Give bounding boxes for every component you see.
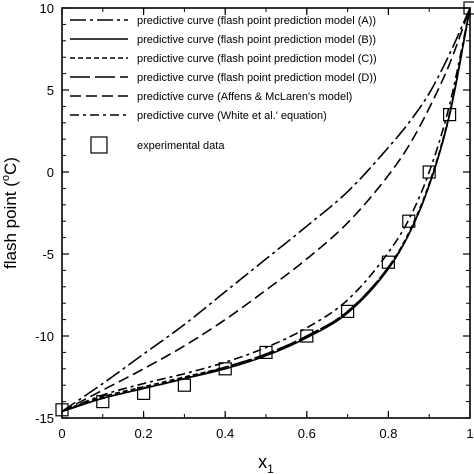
experimental-point [137,386,151,400]
legend-label: predictive curve (White et al.' equation… [137,110,327,122]
x-tick-label: 0.6 [298,426,316,441]
y-tick-label: -10 [35,329,54,344]
legend-label: predictive curve (flash point prediction… [137,34,376,46]
y-tick-label: 0 [47,165,54,180]
y-tick-label: -5 [42,247,54,262]
legend-label: predictive curve (Affens & McLaren's mod… [137,91,352,103]
experimental-point [218,362,232,376]
experimental-point [381,255,395,269]
legend-label: predictive curve (flash point prediction… [137,72,377,84]
x-tick-label: 0.2 [135,426,153,441]
axis-ticks: 0 0.2 0.4 0.6 0.8 1 -15 -10 -5 0 5 10 [35,1,473,441]
experimental-point [341,304,355,318]
x-tick-label: 0.8 [379,426,397,441]
x-tick-label: 0 [58,426,65,441]
experimental-point [96,395,110,409]
series-predictive-curve-white-et-al-equation [61,7,471,413]
x-tick-label: 0.4 [216,426,234,441]
experimental-point [422,165,436,179]
y-axis-title: flash point (oC) [0,157,20,269]
legend-label: predictive curve (flash point prediction… [137,15,376,27]
series-predictive-curve-flash-point-prediction-model-c [61,7,471,413]
markers-layer [55,1,474,417]
legend-label: predictive curve (flash point prediction… [137,53,377,65]
experimental-point [259,345,273,359]
curves-layer [61,7,471,413]
y-tick-label: 10 [40,1,54,16]
series-predictive-curve-flash-point-prediction-model-a [61,7,471,413]
legend-marker-experimental [90,136,108,154]
series-predictive-curve-affens-mclaren-s-model [61,7,471,413]
experimental-point [443,107,457,122]
legend-label: experimental data [137,140,225,152]
series-predictive-curve-flash-point-prediction-model-d [61,7,471,413]
legend: predictive curve (flash point prediction… [70,15,377,154]
experimental-point [300,329,314,343]
y-tick-label: 5 [47,83,54,98]
x-tick-label: 1 [466,426,473,441]
series-predictive-curve-flash-point-prediction-model-b [61,7,471,413]
experimental-point [177,378,191,392]
experimental-point [402,214,416,228]
x-axis-title: x1 [258,452,274,474]
y-tick-label: -15 [35,411,54,426]
